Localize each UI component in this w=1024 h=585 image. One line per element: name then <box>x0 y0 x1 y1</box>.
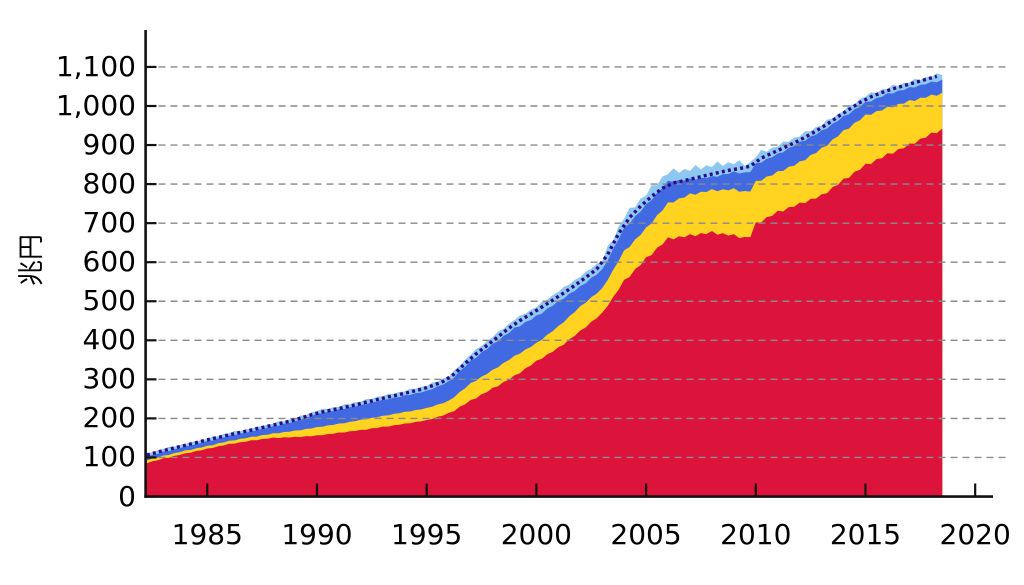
y-tick-label-800: 800 <box>82 167 136 201</box>
y-tick-label-0: 0 <box>118 479 136 513</box>
y-tick-label-200: 200 <box>82 401 136 435</box>
x-tick-label-1990: 1990 <box>281 518 353 551</box>
x-tick-label-2020: 2020 <box>939 518 1011 551</box>
y-tick-label-600: 600 <box>82 245 136 279</box>
y-tick-label-100: 100 <box>82 440 136 474</box>
y-tick-label-500: 500 <box>82 284 136 318</box>
y-tick-label-700: 700 <box>82 206 136 240</box>
x-tick-label-2005: 2005 <box>610 518 682 551</box>
x-tick-label-1995: 1995 <box>391 518 463 551</box>
y-tick-label-900: 900 <box>82 128 136 162</box>
dotted-total-line <box>146 74 938 457</box>
area-1-bottom-crimson <box>146 128 943 497</box>
y-tick-label-300: 300 <box>82 362 136 396</box>
x-tick-label-2000: 2000 <box>500 518 572 551</box>
x-tick-label-1985: 1985 <box>171 518 243 551</box>
y-tick-label-1,000: 1,000 <box>55 89 136 122</box>
y-tick-label-400: 400 <box>82 323 136 357</box>
x-tick-label-2015: 2015 <box>829 518 902 551</box>
x-tick-label-2010: 2010 <box>720 518 792 551</box>
y-tick-label-1,100: 1,100 <box>55 49 136 83</box>
